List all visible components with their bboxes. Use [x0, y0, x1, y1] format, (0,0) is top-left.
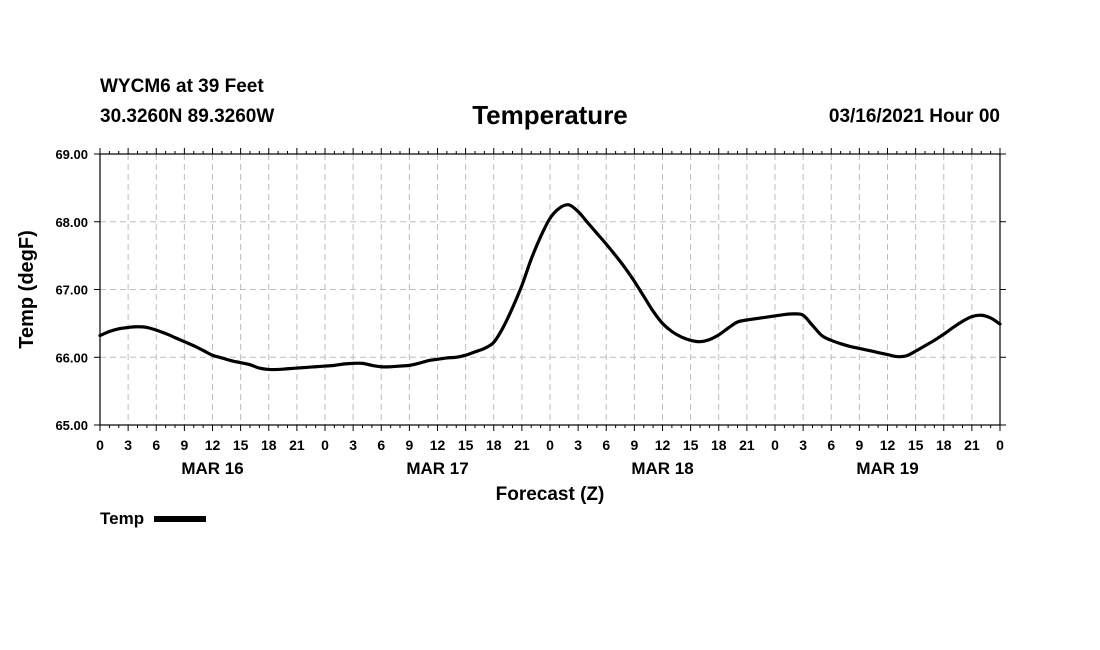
x-tick-label: 18	[936, 437, 952, 453]
x-tick-label: 0	[546, 437, 554, 453]
day-label: MAR 18	[631, 459, 693, 478]
day-label: MAR 19	[856, 459, 918, 478]
x-tick-label: 12	[655, 437, 671, 453]
station-label: WYCM6 at 39 Feet	[100, 76, 264, 97]
grid-lines	[100, 154, 1000, 425]
day-label: MAR 16	[181, 459, 243, 478]
x-tick-label: 12	[880, 437, 896, 453]
x-tick-label: 12	[430, 437, 446, 453]
series-layer	[98, 203, 1002, 372]
x-tick-label: 21	[964, 437, 980, 453]
x-tick-label: 6	[602, 437, 610, 453]
y-tick-label: 67.00	[55, 283, 88, 298]
axis-labels: 65.00 66.00 67.00 68.00 69.00 0 3 6 9 12 15 18 21 0 3 6…	[16, 147, 1004, 505]
x-tick-label: 9	[180, 437, 188, 453]
x-tick-label: 15	[683, 437, 699, 453]
y-tick-label: 65.00	[55, 418, 88, 433]
x-tick-label: 15	[908, 437, 924, 453]
x-tick-label: 6	[827, 437, 835, 453]
x-tick-label: 0	[96, 437, 104, 453]
x-tick-label: 0	[996, 437, 1004, 453]
x-tick-label: 0	[321, 437, 329, 453]
x-tick-label: 12	[205, 437, 221, 453]
x-tick-label: 21	[514, 437, 530, 453]
x-tick-label: 21	[739, 437, 755, 453]
y-axis-title: Temp (degF)	[16, 230, 38, 349]
temp-series-line	[98, 203, 1002, 372]
coordinates-label: 30.3260N 89.3260W	[100, 106, 275, 127]
x-tick-label: 3	[124, 437, 132, 453]
x-tick-label: 18	[711, 437, 727, 453]
x-tick-label: 0	[771, 437, 779, 453]
x-tick-label: 6	[377, 437, 385, 453]
x-tick-label: 9	[405, 437, 413, 453]
legend-label: Temp	[100, 509, 145, 528]
x-tick-label: 15	[233, 437, 249, 453]
x-tick-label: 18	[486, 437, 502, 453]
x-tick-label: 6	[152, 437, 160, 453]
x-tick-label: 18	[261, 437, 277, 453]
x-tick-label: 15	[458, 437, 474, 453]
day-label: MAR 17	[406, 459, 468, 478]
chart-title: Temperature	[472, 100, 628, 130]
forecast-run-time: 03/16/2021 Hour 00	[828, 106, 1000, 127]
x-tick-label: 3	[349, 437, 357, 453]
x-tick-label: 21	[289, 437, 305, 453]
x-tick-label: 3	[799, 437, 807, 453]
y-tick-label: 68.00	[55, 215, 88, 230]
y-tick-label: 69.00	[55, 147, 88, 162]
x-tick-label: 3	[574, 437, 582, 453]
x-axis-title: Forecast (Z)	[496, 484, 605, 505]
legend-line-swatch	[154, 516, 207, 522]
x-tick-label: 9	[855, 437, 863, 453]
plot-frame	[99, 153, 1001, 426]
legend: Temp	[100, 509, 207, 529]
x-tick-label: 9	[630, 437, 638, 453]
y-tick-label: 66.00	[55, 350, 88, 365]
